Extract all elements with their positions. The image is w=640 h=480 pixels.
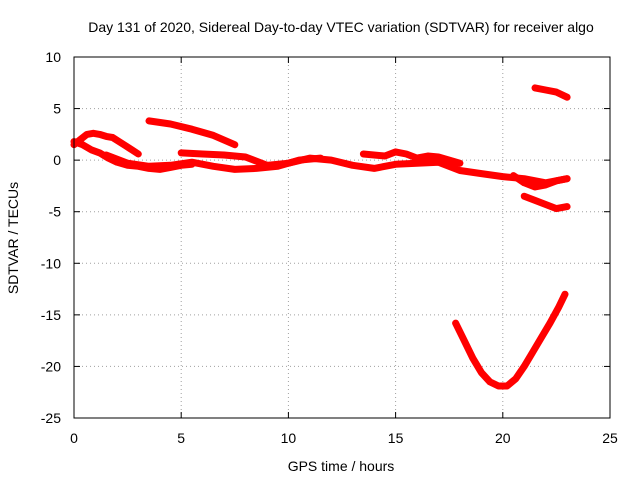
series-line-arc-late-high xyxy=(531,84,571,101)
y-tick-label: -25 xyxy=(41,410,61,426)
x-tick-label: 15 xyxy=(388,430,404,446)
series-line-arc-early-upper xyxy=(70,129,142,158)
x-tick-labels: 0 5 10 15 20 25 xyxy=(70,430,618,446)
y-tick-label: -20 xyxy=(41,358,61,374)
ticks xyxy=(73,56,611,419)
y-tick-label: 0 xyxy=(53,152,61,168)
y-tick-label: -10 xyxy=(41,255,61,271)
series-line-arc-late-low xyxy=(520,192,571,213)
series-line-arc-evening-loop xyxy=(510,172,571,191)
series-line-arc-afternoon xyxy=(359,148,464,167)
y-tick-label: 10 xyxy=(45,49,61,65)
x-tick-label: 25 xyxy=(602,430,618,446)
series-line-arc-upper-ramp xyxy=(145,117,239,149)
x-tick-label: 10 xyxy=(281,430,297,446)
x-tick-label: 20 xyxy=(495,430,511,446)
y-tick-label: 5 xyxy=(53,101,61,117)
series-line-arc-dip xyxy=(452,290,569,390)
y-tick-label: -15 xyxy=(41,307,61,323)
data-series xyxy=(70,84,571,390)
x-tick-label: 0 xyxy=(70,430,78,446)
plot-frame xyxy=(73,56,611,419)
y-axis-label: SDTVAR / TECUs xyxy=(5,182,21,294)
y-tick-label: -5 xyxy=(49,204,62,220)
x-axis-label: GPS time / hours xyxy=(288,458,395,474)
x-tick-label: 5 xyxy=(177,430,185,446)
series-line-arc-midday xyxy=(177,149,571,187)
y-tick-labels: -25 -20 -15 -10 -5 0 5 10 xyxy=(41,49,61,426)
chart-title: Day 131 of 2020, Sidereal Day-to-day VTE… xyxy=(88,19,594,35)
